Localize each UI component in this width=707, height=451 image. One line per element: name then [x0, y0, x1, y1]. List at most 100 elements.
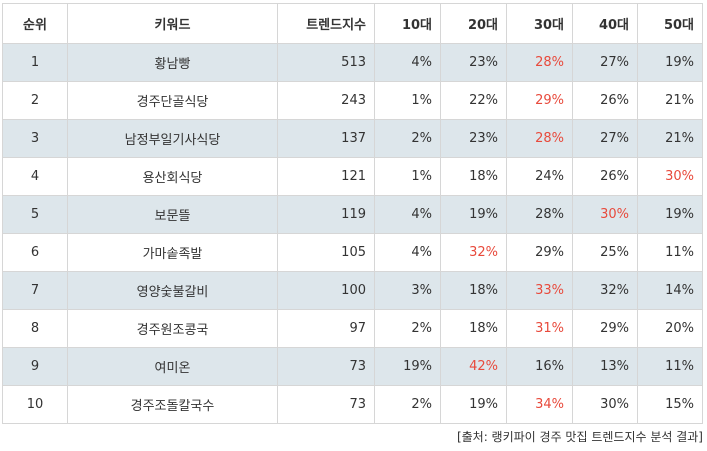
cell-age-30s: 29% [506, 233, 573, 272]
trend-table: 순위 키워드 트렌드지수 10대 20대 30대 40대 50대 1 황남빵 513… [2, 3, 703, 424]
cell-rank: 3 [2, 119, 68, 158]
cell-age-30s: 31% [506, 309, 573, 348]
cell-age-50s: 14% [637, 271, 703, 310]
cell-rank: 9 [2, 347, 68, 386]
cell-age-20s: 18% [440, 309, 507, 348]
cell-keyword: 여미온 [67, 347, 278, 386]
cell-rank: 10 [2, 385, 68, 424]
header-trend-index: 트렌드지수 [277, 3, 375, 44]
table-row: 2 경주단골식당 243 1% 22% 29% 26% 21% [2, 81, 703, 120]
cell-keyword: 황남빵 [67, 43, 278, 82]
table-row: 1 황남빵 513 4% 23% 28% 27% 19% [2, 43, 703, 82]
table-row: 6 가마솥족발 105 4% 32% 29% 25% 11% [2, 233, 703, 272]
cell-rank: 8 [2, 309, 68, 348]
cell-age-30s: 24% [506, 157, 573, 196]
cell-age-50s: 30% [637, 157, 703, 196]
table-row: 7 영양숯불갈비 100 3% 18% 33% 32% 14% [2, 271, 703, 310]
cell-trend-index: 105 [277, 233, 375, 272]
cell-age-30s: 28% [506, 195, 573, 234]
cell-rank: 5 [2, 195, 68, 234]
cell-age-40s: 26% [572, 157, 638, 196]
cell-age-40s: 25% [572, 233, 638, 272]
cell-age-20s: 19% [440, 195, 507, 234]
cell-age-40s: 26% [572, 81, 638, 120]
cell-trend-index: 243 [277, 81, 375, 120]
cell-keyword: 경주단골식당 [67, 81, 278, 120]
cell-age-30s: 34% [506, 385, 573, 424]
cell-age-10s: 2% [374, 385, 441, 424]
cell-age-50s: 11% [637, 347, 703, 386]
header-age-50s: 50대 [637, 3, 703, 44]
cell-rank: 4 [2, 157, 68, 196]
cell-trend-index: 137 [277, 119, 375, 158]
table-body: 1 황남빵 513 4% 23% 28% 27% 19% 2 경주단골식당 243 1% 22% 29% 2… [2, 43, 703, 424]
table-row: 3 남정부일기사식당 137 2% 23% 28% 27% 21% [2, 119, 703, 158]
header-age-30s: 30대 [506, 3, 573, 44]
table-row: 8 경주원조콩국 97 2% 18% 31% 29% 20% [2, 309, 703, 348]
table-header-row: 순위 키워드 트렌드지수 10대 20대 30대 40대 50대 [2, 3, 703, 44]
cell-age-30s: 16% [506, 347, 573, 386]
cell-age-20s: 22% [440, 81, 507, 120]
cell-trend-index: 513 [277, 43, 375, 82]
cell-age-20s: 23% [440, 119, 507, 158]
cell-age-10s: 4% [374, 43, 441, 82]
cell-keyword: 경주원조콩국 [67, 309, 278, 348]
header-age-20s: 20대 [440, 3, 507, 44]
table-row: 5 보문뜰 119 4% 19% 28% 30% 19% [2, 195, 703, 234]
cell-trend-index: 100 [277, 271, 375, 310]
cell-age-20s: 18% [440, 157, 507, 196]
cell-rank: 6 [2, 233, 68, 272]
cell-age-50s: 21% [637, 81, 703, 120]
cell-keyword: 가마솥족발 [67, 233, 278, 272]
cell-age-40s: 30% [572, 385, 638, 424]
cell-age-30s: 28% [506, 43, 573, 82]
cell-rank: 2 [2, 81, 68, 120]
cell-trend-index: 97 [277, 309, 375, 348]
cell-age-10s: 2% [374, 309, 441, 348]
cell-age-50s: 20% [637, 309, 703, 348]
cell-keyword: 영양숯불갈비 [67, 271, 278, 310]
cell-age-10s: 2% [374, 119, 441, 158]
cell-age-40s: 32% [572, 271, 638, 310]
table-row: 4 용산회식당 121 1% 18% 24% 26% 30% [2, 157, 703, 196]
cell-age-30s: 29% [506, 81, 573, 120]
cell-keyword: 용산회식당 [67, 157, 278, 196]
cell-age-30s: 33% [506, 271, 573, 310]
cell-age-50s: 21% [637, 119, 703, 158]
cell-age-20s: 18% [440, 271, 507, 310]
cell-age-40s: 27% [572, 43, 638, 82]
cell-age-50s: 11% [637, 233, 703, 272]
cell-keyword: 보문뜰 [67, 195, 278, 234]
cell-age-10s: 1% [374, 157, 441, 196]
header-keyword: 키워드 [67, 3, 278, 44]
cell-age-50s: 19% [637, 43, 703, 82]
cell-trend-index: 73 [277, 347, 375, 386]
cell-age-20s: 19% [440, 385, 507, 424]
cell-keyword: 경주조돌칼국수 [67, 385, 278, 424]
cell-rank: 7 [2, 271, 68, 310]
cell-age-40s: 30% [572, 195, 638, 234]
cell-age-30s: 28% [506, 119, 573, 158]
cell-age-40s: 13% [572, 347, 638, 386]
cell-age-10s: 19% [374, 347, 441, 386]
header-rank: 순위 [2, 3, 68, 44]
header-age-40s: 40대 [572, 3, 638, 44]
cell-age-10s: 4% [374, 233, 441, 272]
table-row: 9 여미온 73 19% 42% 16% 13% 11% [2, 347, 703, 386]
cell-trend-index: 119 [277, 195, 375, 234]
cell-age-10s: 3% [374, 271, 441, 310]
cell-age-10s: 1% [374, 81, 441, 120]
cell-age-40s: 29% [572, 309, 638, 348]
cell-rank: 1 [2, 43, 68, 82]
cell-trend-index: 121 [277, 157, 375, 196]
cell-age-10s: 4% [374, 195, 441, 234]
cell-age-50s: 19% [637, 195, 703, 234]
cell-age-20s: 23% [440, 43, 507, 82]
cell-trend-index: 73 [277, 385, 375, 424]
cell-age-20s: 42% [440, 347, 507, 386]
cell-age-20s: 32% [440, 233, 507, 272]
cell-age-40s: 27% [572, 119, 638, 158]
header-age-10s: 10대 [374, 3, 441, 44]
table-row: 10 경주조돌칼국수 73 2% 19% 34% 30% 15% [2, 385, 703, 424]
